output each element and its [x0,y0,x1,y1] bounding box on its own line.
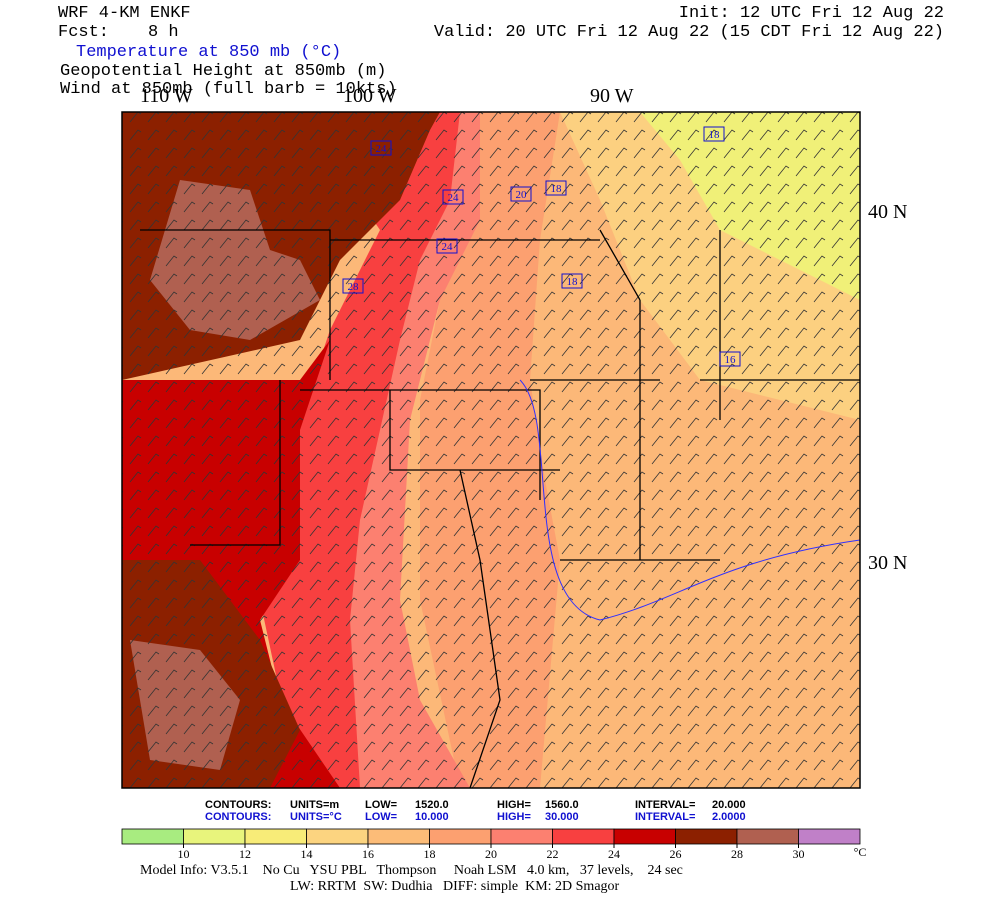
contour-info: INTERVAL= [635,799,696,811]
valid-time: Valid: 20 UTC Fri 12 Aug 22 (15 CDT Fri … [433,23,944,42]
colorbar-box [490,828,553,845]
field-title: Temperature at 850 mb (°C) [76,43,342,62]
colorbar-label: 18 [424,847,436,861]
contour-label: 24 [376,143,388,155]
forecast-label: Fcst: [58,23,110,42]
contour-label: 18 [567,276,579,288]
contour-info: 30.000 [545,811,579,823]
colorbar-box [121,828,184,845]
contour-info: 1560.0 [545,799,579,811]
colorbar-box [798,828,861,845]
contour-info: 20.000 [712,799,746,811]
longitude-label: 100 W [343,85,397,107]
model-info: LW: RRTM SW: Dudhia DIFF: simple KM: 2D … [290,879,620,894]
contour-label: 24 [448,192,460,204]
colorbar-box [613,828,676,845]
contour-info: CONTOURS: [205,811,272,823]
field-title: Wind at 850mb (full barb = 10kts) [60,80,397,99]
colorbar-label: 28 [731,847,743,861]
colorbar-label: 26 [670,847,682,861]
colorbar-label: 12 [239,847,251,861]
contour-info: INTERVAL= [635,811,696,823]
contour-info: 1520.0 [415,799,449,811]
contour-info: LOW= [365,799,398,811]
colorbar-box [306,828,369,845]
colorbar-box [367,828,430,845]
colorbar-label: 14 [301,847,313,861]
contour-info: UNITS=m [290,799,340,811]
colorbar-box [552,828,615,845]
latitude-label: 30 N [868,552,907,574]
colorbar-label: 22 [547,847,559,861]
colorbar-label: 24 [608,847,620,861]
contour-label: 20 [516,189,528,201]
contour-label: 16 [725,354,737,366]
colorbar-box [244,828,307,845]
colorbar-label: 30 [793,847,805,861]
contour-label: 18 [709,129,721,141]
contour-info: HIGH= [497,811,531,823]
forecast-hour: 8 h [148,23,179,42]
colorbar-box [736,828,799,845]
model-name: WRF 4-KM ENKF [58,4,191,23]
contour-info: LOW= [365,811,398,823]
colorbar-label: 16 [362,847,374,861]
contour-label: 24 [442,241,454,253]
longitude-label: 110 W [140,85,193,107]
field-title: Geopotential Height at 850mb (m) [60,62,387,81]
init-time: Init: 12 UTC Fri 12 Aug 22 [678,4,944,23]
latitude-label: 40 N [868,201,907,223]
contour-info: 2.0000 [712,811,746,823]
colorbar: 10 12 14 16 18 20 22 24 26 28 30 °C [121,828,867,861]
contour-info: CONTOURS: [205,799,272,811]
model-info: Model Info: V3.5.1 No Cu YSU PBL Thompso… [140,863,683,878]
contour-info: HIGH= [497,799,531,811]
temperature-field [122,112,860,788]
colorbar-box [675,828,738,845]
contour-info: UNITS=°C [290,811,342,823]
colorbar-box [429,828,492,845]
contour-info: 10.000 [415,811,449,823]
colorbar-label: 20 [485,847,497,861]
contour-label: 18 [551,183,563,195]
contour-label: 28 [348,281,360,293]
longitude-label: 90 W [590,85,634,107]
colorbar-unit: °C [854,845,867,859]
colorbar-label: 10 [178,847,190,861]
colorbar-box [183,828,246,845]
